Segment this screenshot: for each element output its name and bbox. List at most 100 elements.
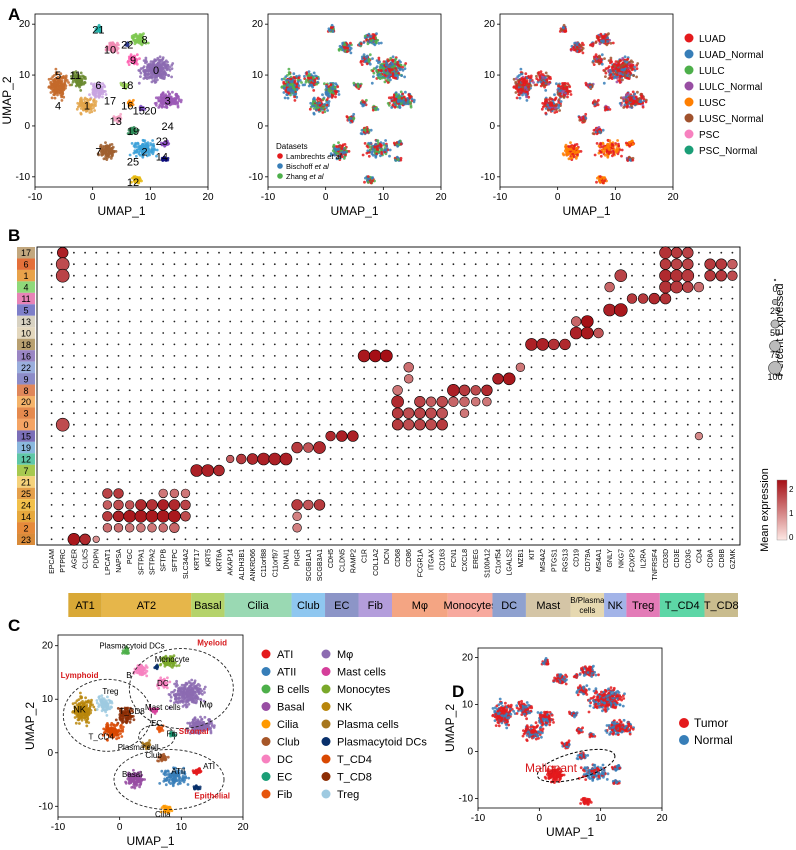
umap-point [597,38,600,42]
umap-point [545,100,548,103]
dot [262,274,265,277]
umap-point [158,55,162,59]
umap-point [607,32,610,36]
umap-point [139,75,142,78]
umap-point [104,48,108,51]
umap-point [144,61,147,65]
cluster-label: 11 [70,70,81,82]
umap-point [562,87,566,90]
umap-point [166,60,169,64]
umap-point [547,82,551,86]
y-tick-label: 10 [252,70,264,81]
umap-point [352,116,356,120]
dot [575,274,578,277]
legend-dot [684,65,694,75]
plot-frame [34,13,209,188]
umap-point [393,105,397,109]
umap-point [170,75,174,79]
umap-point [156,56,160,60]
dot [682,258,694,270]
umap-point [572,46,575,49]
dot [430,274,432,277]
y-tick-label: -10 [481,172,496,183]
y-axis-title: UMAP_2 [0,76,14,124]
dot [363,251,365,254]
legend-label: Lambrechts et al [286,152,342,161]
umap-point [62,87,66,91]
umap-point [322,106,325,110]
umap-point [312,76,315,79]
umap-point [399,142,403,146]
umap-point [137,39,140,42]
umap-point [547,77,551,80]
umap-point [527,82,531,86]
row-label: 20 [21,397,31,407]
umap-point [611,65,614,69]
dot [474,251,477,254]
umap-point [149,60,153,63]
umap-point [605,43,609,47]
umap-point [597,62,601,66]
umap-point [619,59,622,63]
dot [419,251,421,254]
umap-point [563,93,566,97]
umap-point [295,82,299,86]
umap-point [561,26,565,29]
dot [206,274,209,277]
row-label: 24 [21,500,31,510]
umap-point [308,107,312,111]
umap-point [284,75,288,78]
x-axis-title: UMAP_1 [330,204,378,218]
umap-point [102,157,106,161]
umap-point [368,148,372,152]
umap-point [162,92,165,96]
umap-point [602,81,606,85]
umap-point [569,141,572,145]
dot [195,251,198,254]
umap-point [160,60,164,64]
umap-point [142,32,145,36]
umap-point [573,48,577,52]
legend-label: LUAD [699,34,726,45]
dot [374,274,377,277]
umap-point [632,74,635,77]
dot [128,251,131,254]
umap-point [616,63,620,67]
umap-point [611,69,615,72]
dot [151,263,153,266]
dot [552,274,555,277]
cluster-label: 17 [104,96,116,108]
umap-point [107,144,111,148]
umap-point [598,149,602,153]
umap-point [598,130,601,134]
umap-point [600,148,604,152]
umap-point [609,73,613,77]
umap-point [379,65,382,69]
umap-point [611,41,615,45]
umap-point [139,71,143,75]
umap-point [108,41,112,45]
dot [508,263,511,266]
dot [519,263,522,266]
umap-point [521,77,524,81]
umap-point [164,64,168,67]
dot [307,274,310,277]
umap-point [363,142,367,145]
umap-point [568,85,572,89]
dot [285,274,287,277]
x-tick-label: 20 [667,192,679,203]
umap-point [611,154,614,158]
dot [318,263,321,266]
dot [497,251,499,254]
row-label: 4 [23,283,28,293]
umap-point [375,69,379,73]
umap-point [102,151,105,155]
dot [575,263,578,266]
umap-point [142,69,146,73]
umap-point [179,100,183,104]
umap-point [576,153,579,157]
dot [296,274,298,277]
row-label: 3 [23,409,28,419]
umap-point [53,83,56,87]
umap-point [632,96,636,100]
